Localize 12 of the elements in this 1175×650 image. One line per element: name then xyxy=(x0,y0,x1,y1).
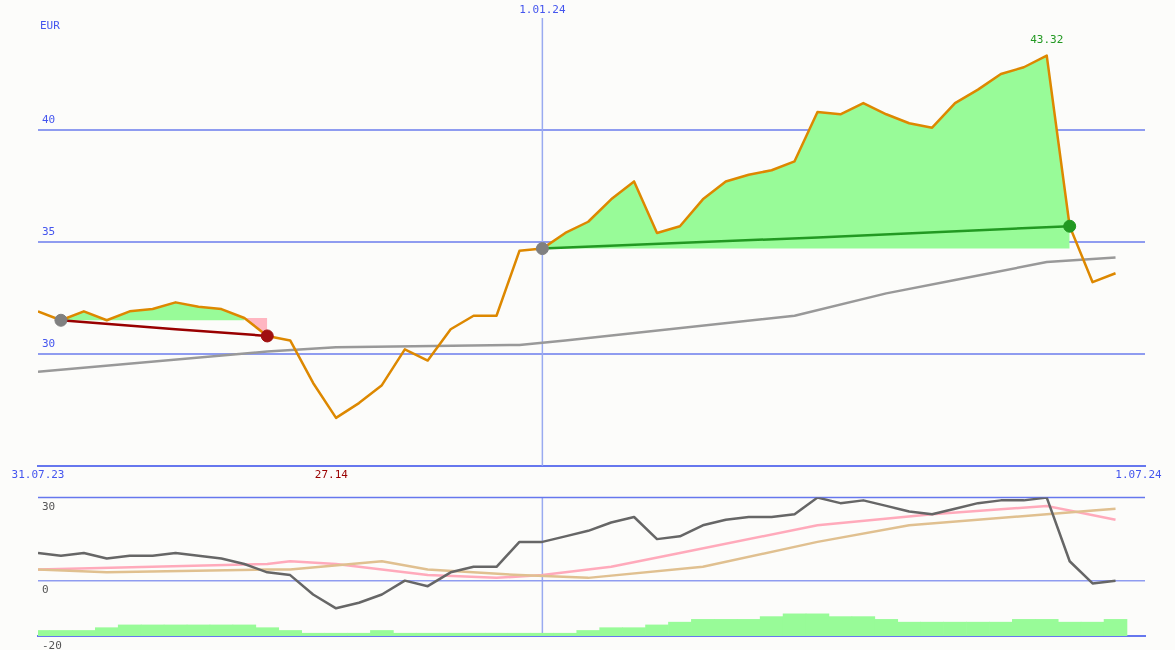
y-tick-label: 30 xyxy=(42,500,56,514)
y-tick-label: 40 xyxy=(42,112,56,126)
y-tick-label: -20 xyxy=(42,638,62,650)
annotation: 43.32 xyxy=(1030,32,1064,46)
y-tick-label: 30 xyxy=(42,336,56,350)
text: 27.14 xyxy=(314,468,349,482)
y-tick-label: 35 xyxy=(42,224,56,238)
y-tick-label: 0 xyxy=(42,583,49,597)
x-tick-label: 31.07.23 xyxy=(11,468,65,482)
x-tick-label: 1.07.24 xyxy=(1115,468,1163,482)
ref-line-label: 1.01.24 xyxy=(519,3,566,17)
y-axis-title: EUR xyxy=(40,19,61,33)
